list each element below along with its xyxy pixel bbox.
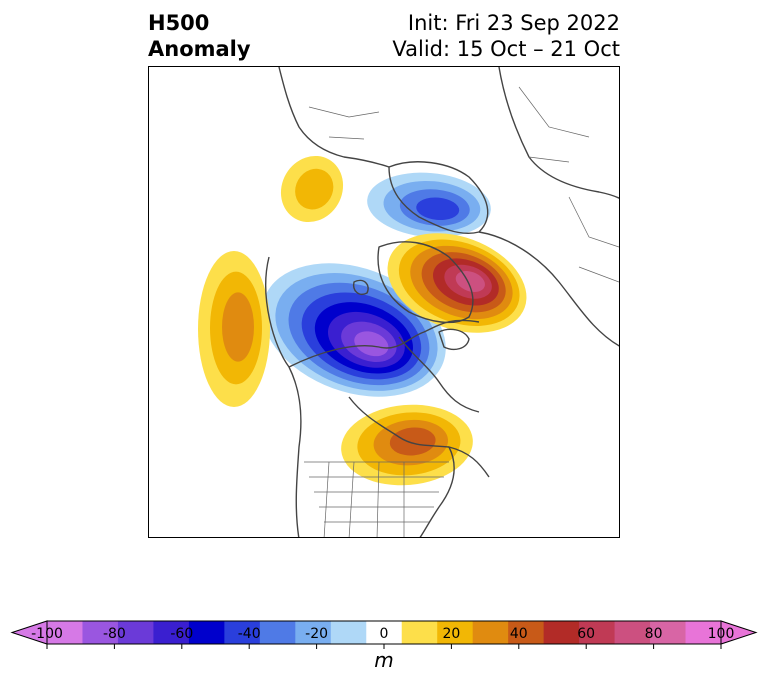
eastern-us-high-anomaly	[341, 404, 473, 486]
colorbar-tick-label: -100	[31, 626, 63, 642]
colorbar-segment	[259, 621, 296, 644]
contour-level	[222, 292, 254, 362]
contour-level	[455, 270, 485, 292]
colorbar-segment	[472, 621, 509, 644]
colorbar-segment	[401, 621, 438, 644]
colorbar-tick-label: -20	[305, 626, 329, 642]
atlantic-high-anomaly	[280, 155, 344, 223]
contour-level	[354, 331, 389, 357]
scandinavia-low-anomaly	[367, 172, 491, 238]
colorbar-segment	[685, 621, 722, 644]
pacific-high-anomaly	[198, 251, 270, 407]
map-panel	[148, 66, 620, 538]
colorbar-unit: m	[374, 648, 394, 672]
contour-level	[389, 427, 436, 456]
colorbar-tick-label: 0	[379, 626, 389, 642]
contour-level	[416, 197, 460, 221]
colorbar-tick-label: -40	[237, 626, 261, 642]
contour-level	[295, 168, 334, 210]
colorbar-segment	[508, 621, 545, 644]
colorbar-tick-label: 20	[442, 626, 461, 642]
colorbar-segment	[366, 621, 403, 644]
valid-period: Valid: 15 Oct – 21 Oct	[392, 37, 620, 61]
siberia-high-anomaly	[387, 233, 527, 333]
colorbar-segment	[153, 621, 190, 644]
coastlines	[265, 67, 619, 537]
borders	[304, 86, 619, 537]
anomaly-shading	[198, 155, 527, 486]
map-svg	[198, 67, 619, 537]
colorbar-segment	[47, 621, 83, 644]
colorbar-segment	[579, 621, 616, 644]
colorbar-segment	[330, 621, 367, 644]
colorbar-segment	[295, 621, 332, 644]
colorbar-segment	[437, 621, 474, 644]
colorbar-segment	[224, 621, 261, 644]
title-variable: H500	[148, 11, 210, 35]
title-field: Anomaly	[148, 37, 251, 61]
colorbar-tick-label: 100	[707, 626, 735, 642]
init-date: Init: Fri 23 Sep 2022	[407, 11, 620, 35]
colorbar	[10, 620, 758, 649]
colorbar-tick-label: 80	[644, 626, 663, 642]
colorbar-segment	[82, 621, 119, 644]
colorbar-tick-label: 40	[509, 626, 528, 642]
colorbar-tick-label: -80	[102, 626, 126, 642]
colorbar-segment	[543, 621, 580, 644]
title-left: H500 Anomaly	[148, 10, 251, 62]
colorbar-segment	[117, 621, 154, 644]
colorbar-segment	[188, 621, 225, 644]
colorbar-segment	[614, 621, 651, 644]
title-right: Init: Fri 23 Sep 2022 Valid: 15 Oct – 21…	[392, 10, 620, 62]
colorbar-tick-label: 60	[577, 626, 596, 642]
colorbar-tick-label: -60	[170, 626, 194, 642]
colorbar-segment	[650, 621, 687, 644]
